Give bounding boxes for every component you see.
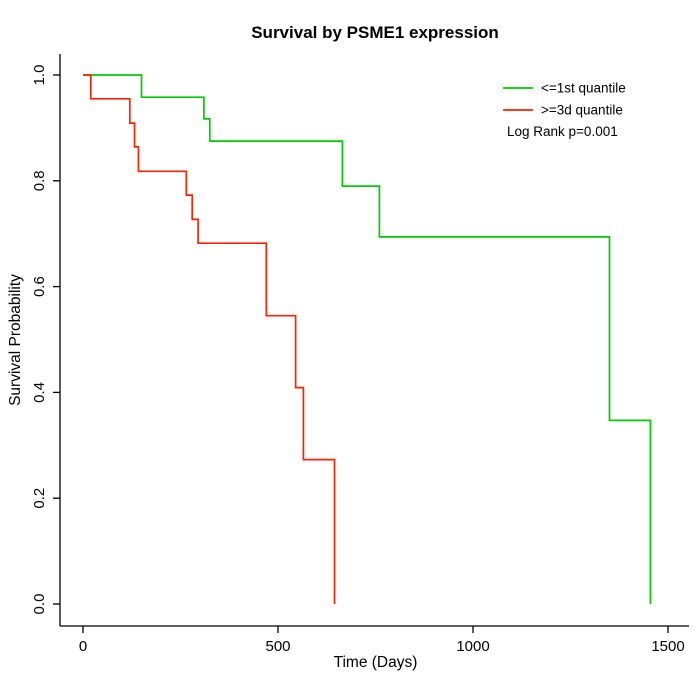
legend-label-1: <=1st quantile bbox=[541, 81, 626, 96]
x-tick-label-1: 500 bbox=[265, 638, 290, 655]
series-curve-1 bbox=[83, 74, 652, 604]
pvalue-annotation: Log Rank p=0.001 bbox=[507, 124, 618, 139]
legend-label-2: >=3d quantile bbox=[541, 103, 623, 118]
y-axis-label: Survival Probability bbox=[7, 274, 24, 406]
y-tick-label-3: 0.6 bbox=[31, 276, 48, 297]
x-tick-label-3: 1500 bbox=[651, 638, 684, 655]
y-tick-label-2: 0.4 bbox=[31, 382, 48, 403]
series-curve-2 bbox=[83, 74, 336, 604]
chart-title: Survival by PSME1 expression bbox=[251, 23, 499, 42]
x-tick-label-2: 1000 bbox=[456, 638, 489, 655]
x-tick-label-0: 0 bbox=[79, 638, 87, 655]
y-tick-label-1: 0.2 bbox=[31, 488, 48, 509]
y-tick-label-5: 1.0 bbox=[31, 65, 48, 86]
x-axis-label: Time (Days) bbox=[333, 654, 418, 671]
y-tick-label-0: 0.0 bbox=[31, 594, 48, 615]
y-tick-label-4: 0.8 bbox=[31, 170, 48, 191]
